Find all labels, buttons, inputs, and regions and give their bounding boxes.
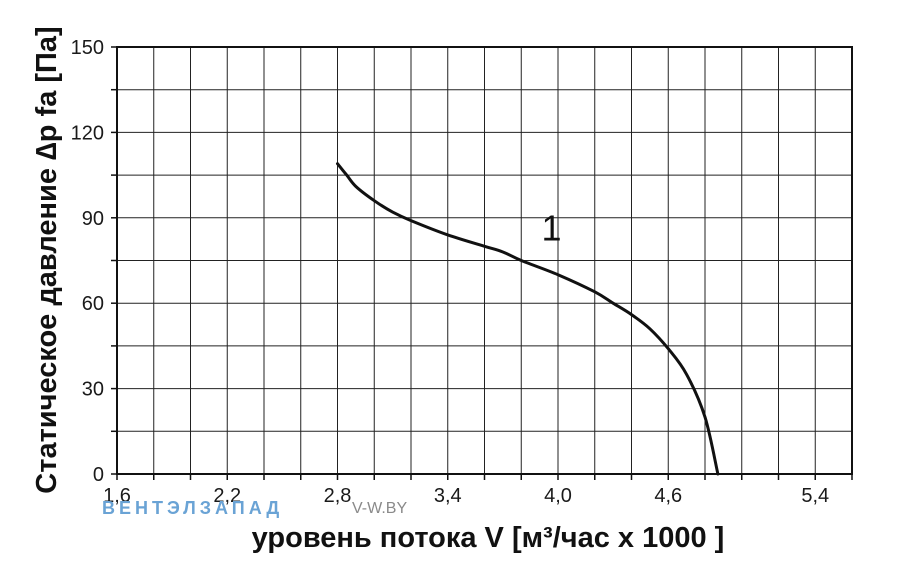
watermark-site: V-W.BY: [352, 500, 407, 517]
series-1-line: [336, 162, 720, 476]
x-tick-label: 5,4: [801, 485, 829, 507]
grid: [111, 46, 853, 480]
x-tick-label: 1,6: [103, 485, 131, 507]
x-axis-title: уровень потока V [м³/час x 1000 ]: [252, 522, 725, 554]
y-axis-title: Статическое давление ∆p fa [Па]: [31, 26, 63, 493]
tick-labels: 1,6 2,2 2,8 3,4 4,0 4,6 5,4 0 30 60 90 120 150: [71, 37, 830, 507]
y-tick-label: 60: [82, 293, 104, 315]
x-tick-label: 2,8: [324, 485, 352, 507]
x-tick-label: 2,2: [213, 485, 241, 507]
x-tick-label: 4,0: [544, 485, 572, 507]
x-tick-label: 3,4: [434, 485, 462, 507]
y-tick-label: 120: [71, 122, 104, 144]
y-tick-label: 30: [82, 379, 104, 401]
y-tick-label: 150: [71, 37, 104, 59]
y-tick-label: 0: [93, 464, 104, 486]
y-tick-label: 90: [82, 208, 104, 230]
curve-label-1: 1: [541, 208, 561, 249]
x-tick-label: 4,6: [654, 485, 682, 507]
watermark-brand: ВЕНТЭЛЗАПАД: [102, 498, 283, 518]
